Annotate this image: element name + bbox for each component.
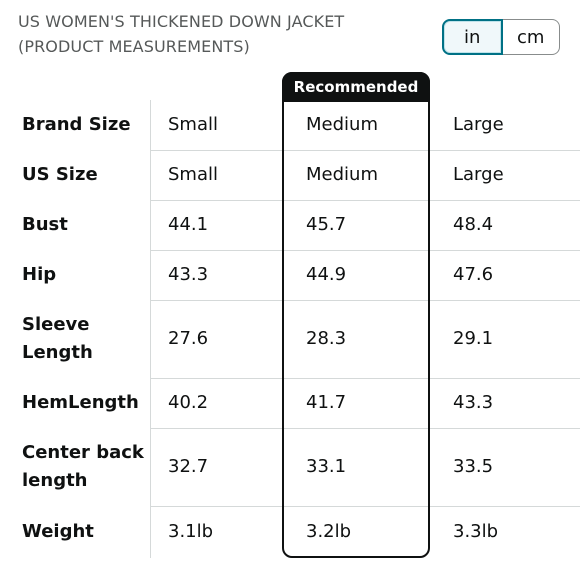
- table-cell: 3.1lb: [168, 521, 214, 542]
- row-divider: [150, 200, 580, 201]
- row-divider: [150, 250, 580, 251]
- table-cell: 43.3: [453, 392, 494, 413]
- table-cell: 41.7: [306, 392, 347, 413]
- table-cell: 3.2lb: [306, 521, 352, 542]
- table-cell: Medium: [306, 114, 378, 135]
- row-label-weight: Weight: [22, 521, 94, 542]
- table-cell: 28.3: [306, 328, 347, 349]
- row-label-us-size: US Size: [22, 164, 98, 185]
- unit-toggle: in cm: [442, 19, 560, 55]
- title-line-2: (PRODUCT MEASUREMENTS): [18, 37, 250, 56]
- table-cell: 43.3: [168, 264, 209, 285]
- row-label-brand-size: Brand Size: [22, 114, 131, 135]
- table-cell: Large: [453, 164, 504, 185]
- table-cell: 33.5: [453, 456, 494, 477]
- row-label-center-back-length: Center back length: [22, 442, 144, 491]
- column-divider: [150, 100, 151, 558]
- table-cell: 32.7: [168, 456, 209, 477]
- unit-in-button[interactable]: in: [442, 19, 503, 55]
- table-cell: 45.7: [306, 214, 347, 235]
- row-label-hip: Hip: [22, 264, 57, 285]
- recommended-badge: Recommended: [282, 72, 430, 102]
- table-cell: Medium: [306, 164, 378, 185]
- unit-cm-button[interactable]: cm: [502, 19, 560, 55]
- row-divider: [150, 150, 580, 151]
- row-divider: [150, 428, 580, 429]
- table-cell: 44.1: [168, 214, 209, 235]
- table-cell: 29.1: [453, 328, 494, 349]
- page-title: US WOMEN'S THICKENED DOWN JACKET (PRODUC…: [18, 9, 418, 59]
- table-cell: Large: [453, 114, 504, 135]
- table-cell: 33.1: [306, 456, 347, 477]
- row-label-hem-length: HemLength: [22, 392, 139, 413]
- row-label-sleeve-length: Sleeve Length: [22, 314, 93, 363]
- table-cell: 47.6: [453, 264, 494, 285]
- table-cell: Small: [168, 164, 218, 185]
- table-cell: Small: [168, 114, 218, 135]
- table-cell: 44.9: [306, 264, 347, 285]
- table-cell: 3.3lb: [453, 521, 499, 542]
- row-divider: [150, 506, 580, 507]
- title-line-1: US WOMEN'S THICKENED DOWN JACKET: [18, 12, 345, 31]
- table-cell: 40.2: [168, 392, 209, 413]
- row-divider: [150, 378, 580, 379]
- table-cell: 27.6: [168, 328, 209, 349]
- row-divider: [150, 300, 580, 301]
- row-label-bust: Bust: [22, 214, 68, 235]
- table-cell: 48.4: [453, 214, 494, 235]
